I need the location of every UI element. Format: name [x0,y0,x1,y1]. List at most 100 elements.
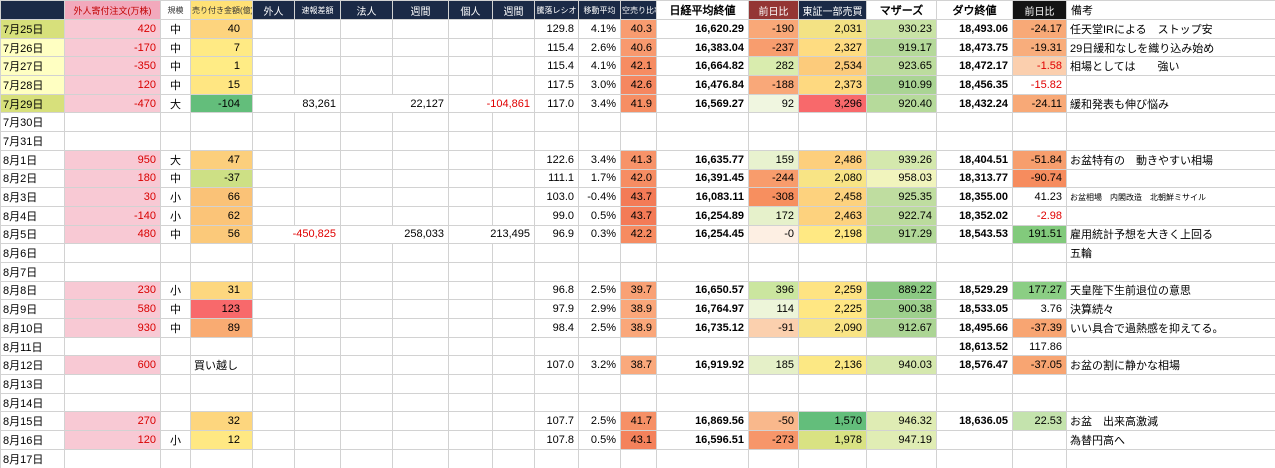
cell-tse[interactable]: 2,198 [798,224,867,245]
cell-dow_chg[interactable] [1012,374,1067,394]
cell-date[interactable]: 8月3日 [0,187,65,207]
header-flash-diff[interactable]: 速報差額 [294,0,341,20]
cell-tse[interactable]: 2,486 [798,149,867,170]
header-short-ratio[interactable]: 空売り比率 [620,0,657,20]
cell-flow3-1[interactable] [492,411,535,432]
cell-flow2-0[interactable] [340,374,393,394]
cell-foreign[interactable]: 600 [64,355,161,376]
cell-foreign[interactable]: 580 [64,299,161,319]
cell-tse[interactable]: 2,136 [798,355,867,376]
cell-ma[interactable]: 0.5% [578,205,621,226]
cell-mothers[interactable]: 923.65 [866,56,937,77]
cell-sell[interactable]: 62 [190,205,253,226]
cell-nikkei_chg[interactable]: -91 [748,318,799,338]
cell-nikkei_chg[interactable]: -190 [748,19,799,39]
cell-remarks[interactable] [1066,112,1275,133]
cell-size[interactable]: 中 [160,224,191,245]
cell-nikkei_chg[interactable] [748,448,799,468]
cell-mothers[interactable]: 947.19 [866,430,937,450]
cell-flow1-1[interactable] [294,243,341,263]
cell-tse[interactable]: 2,327 [798,37,867,58]
cell-flow1-0[interactable] [252,280,295,301]
cell-dow_chg[interactable]: 22.53 [1012,411,1067,432]
cell-flow3-0[interactable] [448,205,493,226]
cell-foreign[interactable]: 270 [64,411,161,432]
cell-sell[interactable]: 56 [190,224,253,245]
cell-foreign[interactable] [64,448,161,468]
cell-dow_chg[interactable]: 41.23 [1012,187,1067,207]
cell-ratio[interactable]: 99.0 [534,205,579,226]
cell-dow_chg[interactable] [1012,392,1067,413]
cell-flow3-0[interactable] [448,299,493,319]
cell-remarks[interactable]: 為替円高へ [1066,430,1275,450]
cell-flow1-0[interactable] [252,243,295,263]
cell-size[interactable] [160,392,191,413]
cell-ratio[interactable]: 117.5 [534,75,579,95]
cell-sell[interactable]: 7 [190,37,253,58]
cell-short[interactable]: 43.1 [620,430,657,450]
cell-flow1-0[interactable] [252,56,295,77]
cell-flow3-1[interactable] [492,75,535,95]
cell-flow2-0[interactable] [340,261,393,282]
cell-foreign[interactable] [64,261,161,282]
cell-flow1-1[interactable] [294,336,341,357]
cell-nikkei[interactable]: 16,664.82 [656,56,749,77]
cell-nikkei[interactable]: 16,650.57 [656,280,749,301]
cell-flow3-1[interactable] [492,392,535,413]
header-sell-amount[interactable]: 売り付き金額(億) [190,0,253,20]
cell-short[interactable]: 41.7 [620,411,657,432]
cell-short[interactable]: 41.9 [620,93,657,114]
cell-sell[interactable]: 47 [190,149,253,170]
cell-short[interactable] [620,261,657,282]
cell-flow2-1[interactable] [392,280,449,301]
cell-dow_chg[interactable] [1012,112,1067,133]
cell-remarks[interactable]: 29日緩和なしを織り込み始め [1066,37,1275,58]
cell-flow1-1[interactable] [294,168,341,189]
cell-short[interactable] [620,374,657,394]
cell-ma[interactable] [578,336,621,357]
header-weekly-1[interactable]: 週間 [392,0,449,20]
cell-dow[interactable] [936,392,1013,413]
cell-remarks[interactable] [1066,205,1275,226]
cell-date[interactable]: 8月16日 [0,430,65,450]
cell-nikkei_chg[interactable]: 396 [748,280,799,301]
cell-ma[interactable]: 3.2% [578,355,621,376]
cell-tse[interactable]: 2,373 [798,75,867,95]
cell-dow[interactable]: 18,313.77 [936,168,1013,189]
cell-short[interactable] [620,448,657,468]
cell-flow1-1[interactable] [294,19,341,39]
cell-short[interactable]: 40.6 [620,37,657,58]
cell-remarks[interactable]: 雇用統計予想を大きく上回る [1066,224,1275,245]
cell-dow[interactable]: 18,473.75 [936,37,1013,58]
cell-sell[interactable]: 66 [190,187,253,207]
cell-ratio[interactable] [534,243,579,263]
cell-flow3-0[interactable] [448,411,493,432]
cell-dow_chg[interactable]: -19.31 [1012,37,1067,58]
cell-dow_chg[interactable]: -24.11 [1012,93,1067,114]
cell-ma[interactable]: 2.5% [578,280,621,301]
cell-remarks[interactable] [1066,131,1275,151]
cell-flow2-1[interactable] [392,374,449,394]
cell-nikkei_chg[interactable]: -0 [748,224,799,245]
cell-ma[interactable]: 0.5% [578,430,621,450]
cell-flow2-1[interactable] [392,131,449,151]
cell-sell[interactable]: 1 [190,56,253,77]
cell-mothers[interactable]: 889.22 [866,280,937,301]
cell-dow[interactable] [936,430,1013,450]
cell-flow3-0[interactable] [448,112,493,133]
cell-size[interactable] [160,243,191,263]
cell-tse[interactable]: 1,978 [798,430,867,450]
cell-remarks[interactable]: 五輪 [1066,243,1275,263]
header-tse-first-volume[interactable]: 東証一部売買 [798,0,867,20]
cell-short[interactable]: 41.3 [620,149,657,170]
cell-remarks[interactable]: 任天堂IRによる ストップ安 [1066,19,1275,39]
cell-size[interactable] [160,374,191,394]
cell-sell[interactable]: -104 [190,93,253,114]
cell-short[interactable]: 38.7 [620,355,657,376]
cell-short[interactable] [620,131,657,151]
cell-flow2-0[interactable] [340,299,393,319]
cell-flow3-1[interactable] [492,112,535,133]
cell-tse[interactable] [798,392,867,413]
cell-nikkei[interactable]: 16,254.89 [656,205,749,226]
cell-date[interactable]: 8月12日 [0,355,65,376]
